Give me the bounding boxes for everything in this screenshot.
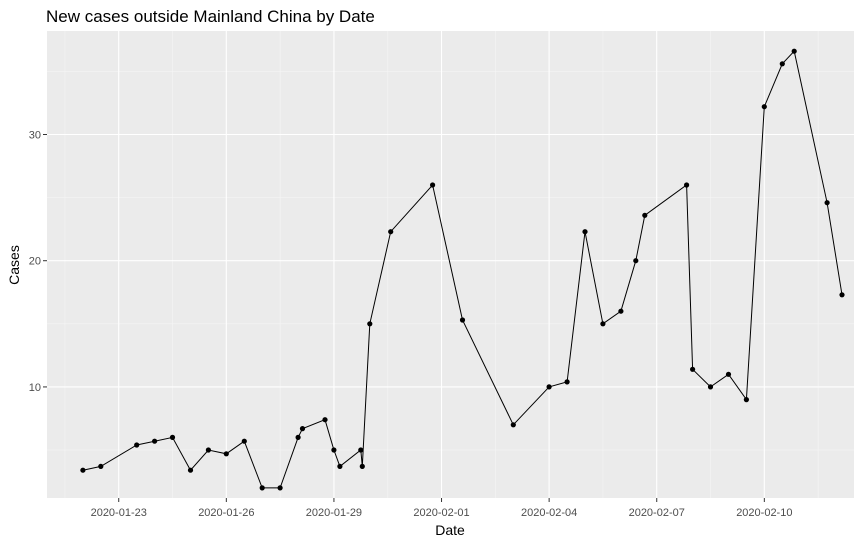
data-point: [295, 434, 301, 440]
data-point: [337, 463, 343, 469]
x-tick-label: 2020-02-07: [629, 507, 685, 519]
y-tick-label: 20: [29, 256, 41, 268]
data-point: [134, 442, 140, 448]
minor-gridlines: [47, 31, 854, 498]
data-point: [510, 422, 516, 428]
major-gridlines: [47, 31, 854, 498]
data-point: [259, 485, 265, 491]
data-point: [791, 48, 797, 54]
data-point: [743, 397, 750, 403]
x-tick-label: 2020-02-10: [736, 507, 792, 519]
data-point: [388, 229, 394, 235]
data-point: [241, 438, 247, 444]
data-point: [546, 384, 552, 390]
x-axis-title: Date: [435, 522, 465, 538]
data-point: [707, 384, 714, 390]
data-point: [761, 104, 767, 110]
y-tick-label: 10: [29, 382, 41, 394]
data-point: [98, 463, 104, 469]
data-point: [187, 467, 194, 473]
data-point: [684, 182, 690, 188]
data-point: [80, 467, 86, 473]
axes: 2020-01-23 2020-01-26 2020-01-29 2020-02-01…: [29, 129, 793, 519]
data-point: [725, 371, 732, 377]
data-point: [824, 200, 830, 206]
y-tick-label: 30: [29, 129, 41, 141]
data-point: [633, 258, 639, 264]
data-point: [205, 447, 211, 453]
data-point: [459, 317, 466, 323]
x-tick-label: 2020-02-01: [413, 507, 469, 519]
data-point: [359, 463, 365, 469]
data-point: [367, 321, 373, 327]
data-point: [322, 417, 328, 423]
x-tick-label: 2020-02-04: [521, 507, 577, 519]
x-tick-label: 2020-01-29: [306, 507, 362, 519]
data-point: [223, 451, 229, 457]
y-axis-title: Cases: [6, 245, 22, 285]
data-point: [331, 447, 337, 453]
series-line: [82, 50, 843, 489]
data-point: [839, 292, 845, 298]
data-point: [169, 434, 176, 440]
data-point: [299, 426, 306, 432]
data-point: [152, 438, 158, 444]
data-point: [430, 182, 436, 188]
data-point: [582, 229, 588, 235]
data-point: [779, 61, 785, 67]
data-point: [358, 447, 364, 453]
data-point: [277, 485, 283, 491]
data-point: [600, 321, 606, 327]
data-point: [642, 212, 648, 218]
chart-title: New cases outside Mainland China by Date: [46, 7, 375, 26]
x-tick-label: 2020-01-23: [91, 507, 147, 519]
x-tick-label: 2020-01-26: [198, 507, 254, 519]
data-point: [618, 308, 624, 314]
series-cases: [80, 48, 845, 491]
data-point: [690, 366, 696, 372]
data-point: [564, 379, 570, 385]
